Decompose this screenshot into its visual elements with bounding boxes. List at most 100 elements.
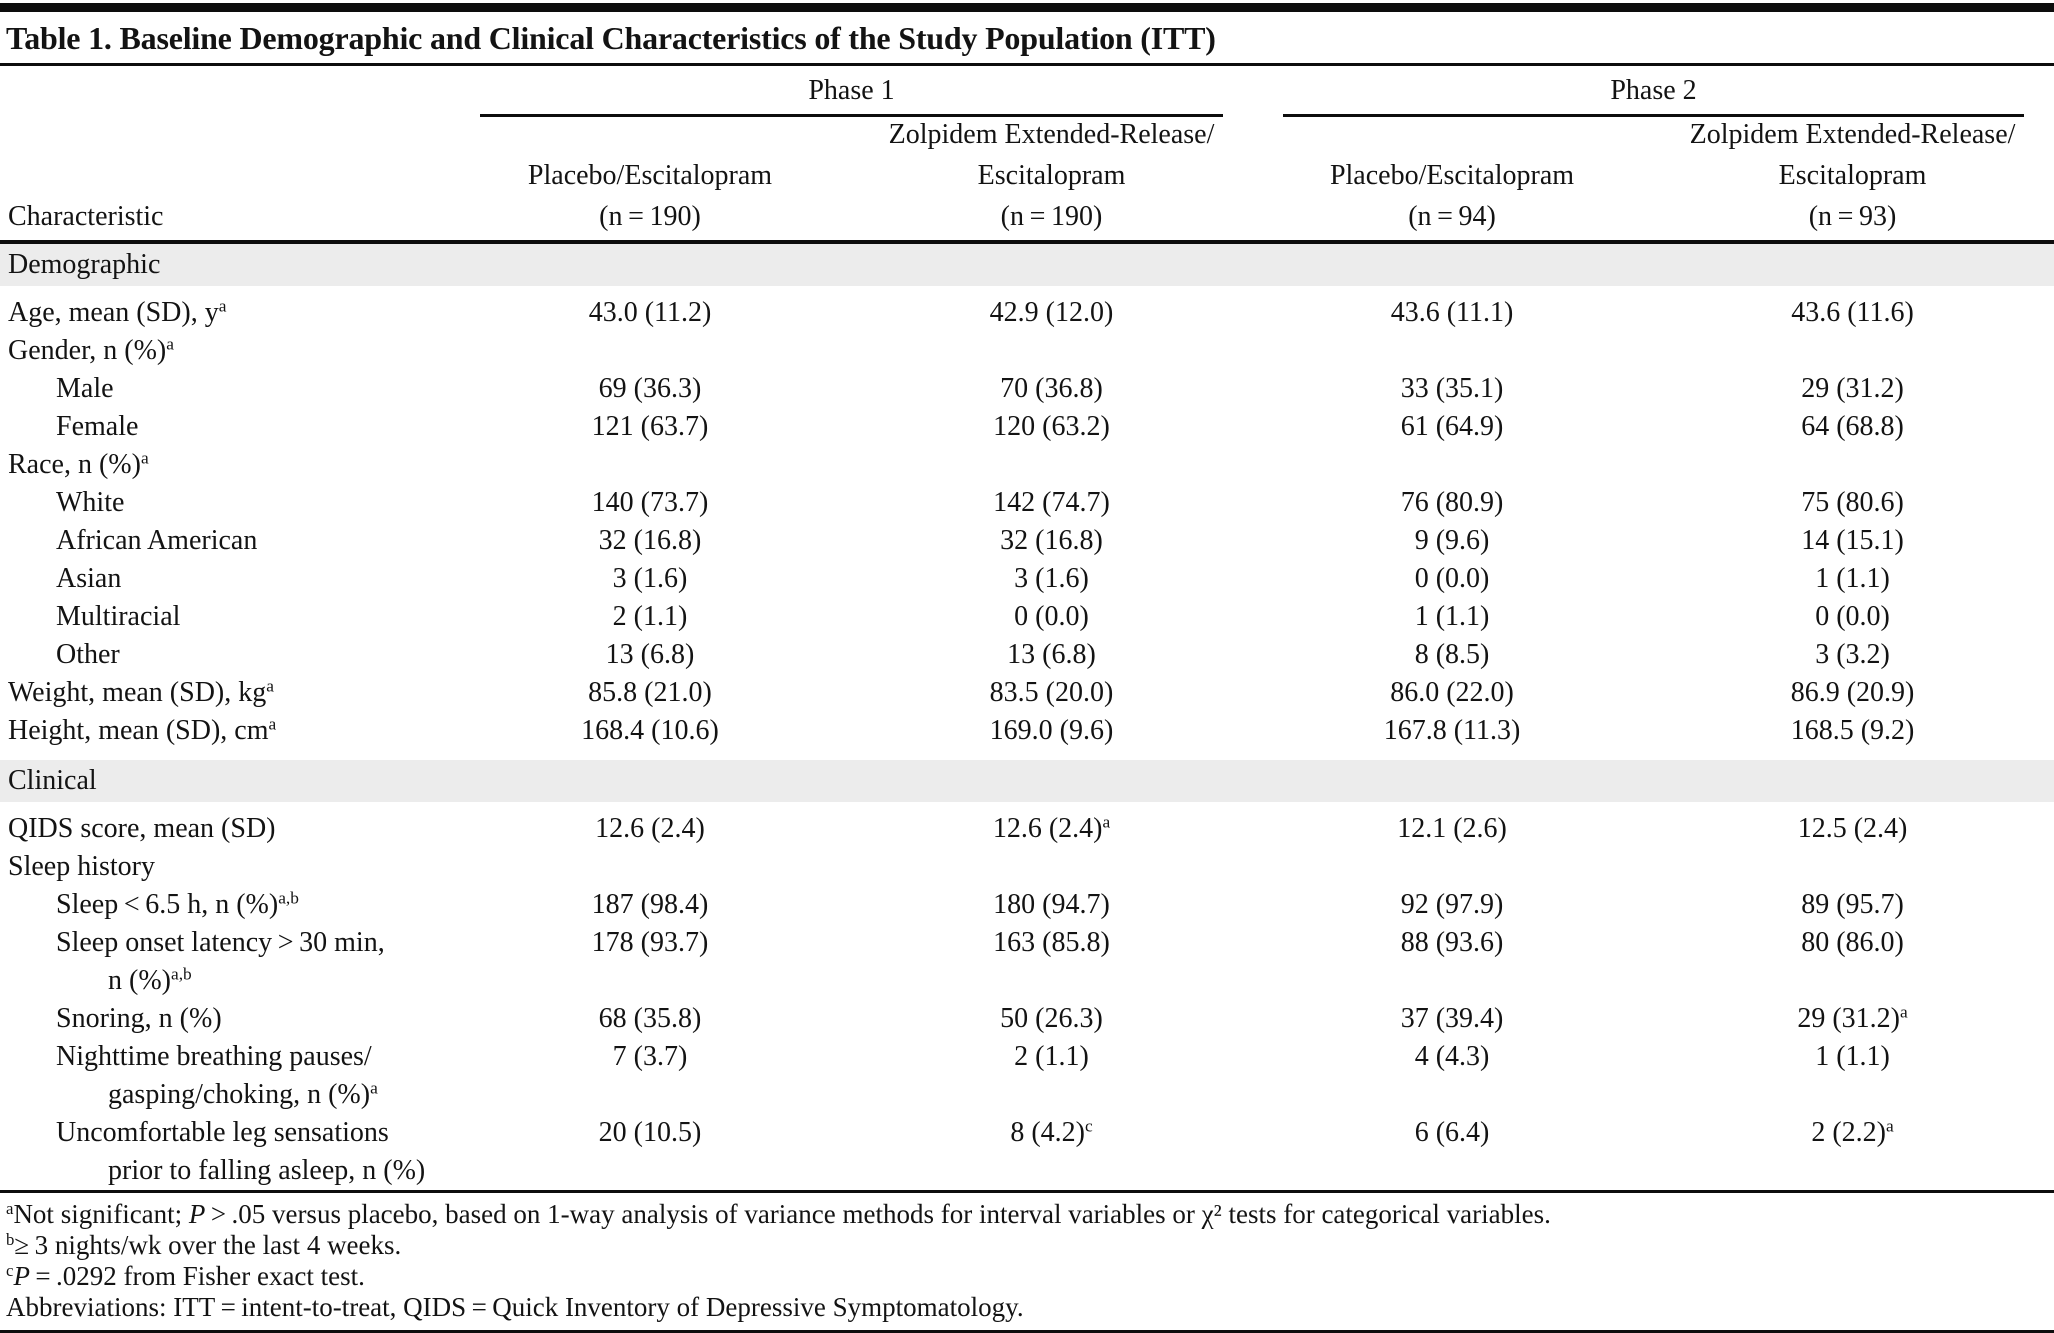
data-cell: 83.5 (20.0) [989, 677, 1114, 708]
footnote: Abbreviations: ITT = intent-to-treat, QI… [6, 1292, 1024, 1322]
data-cell: 3 (1.6) [612, 563, 688, 594]
data-cell: 32 (16.8) [598, 525, 702, 556]
row-label: Sleep onset latency > 30 min, n (%)a,b [56, 927, 385, 996]
table-row: Other 13 (6.8) 13 (6.8) 8 (8.5) 3 (3.2) [0, 636, 2054, 674]
data-cell: 6 (6.4) [1414, 1117, 1490, 1148]
section-label: Demographic [0, 244, 2054, 286]
footnote: cP = .0292 from Fisher exact test. [6, 1260, 365, 1291]
row-label: Weight, mean (SD), kga [8, 676, 274, 708]
row-label: Age, mean (SD), ya [8, 296, 227, 328]
characteristics-table: Phase 1 Phase 2 Characteristic Placebo/E… [0, 66, 2054, 1190]
data-cell: 8 (8.5) [1414, 639, 1490, 670]
table-header: Phase 1 Phase 2 Characteristic Placebo/E… [0, 66, 2054, 242]
data-cell [850, 446, 1253, 484]
table-row: Female 121 (63.7) 120 (63.2) 61 (64.9) 64 (6… [0, 408, 2054, 446]
row-label: African American [56, 525, 258, 556]
data-cell: 29 (31.2) [1801, 373, 1904, 404]
data-cell: 12.5 (2.4) [1797, 813, 1908, 844]
data-cell: 2 (1.1) [1014, 1041, 1089, 1072]
data-cell [1253, 848, 1651, 886]
data-cell: 2 (1.1) [612, 601, 688, 632]
data-cell [1651, 332, 2054, 370]
data-cell [1651, 446, 2054, 484]
data-cell: 0 (0.0) [1414, 563, 1490, 594]
table-row: Nighttime breathing pauses/gasping/choki… [0, 1038, 2054, 1114]
row-label: Asian [56, 563, 122, 594]
row-label: Height, mean (SD), cma [8, 714, 277, 746]
data-cell [850, 332, 1253, 370]
data-cell: 0 (0.0) [1014, 601, 1089, 632]
data-cell: 167.8 (11.3) [1383, 715, 1521, 746]
data-cell: 142 (74.7) [993, 487, 1110, 518]
data-cell: 1 (1.1) [1414, 601, 1490, 632]
table-row: Sleep < 6.5 h, n (%)a,b 187 (98.4) 180 (94… [0, 886, 2054, 924]
data-cell: 169.0 (9.6) [989, 715, 1114, 746]
table-row: White 140 (73.7) 142 (74.7) 76 (80.9) 75 (80… [0, 484, 2054, 522]
data-cell [450, 446, 850, 484]
data-cell: 20 (10.5) [598, 1117, 702, 1148]
row-label: Race, n (%)a [8, 448, 149, 480]
section-row: Clinical [0, 750, 2054, 810]
phase-header-row: Phase 1 Phase 2 [0, 66, 2054, 117]
column-header-zolpidem-phase2: Zolpidem Extended-Release/ Escitalopram … [1689, 119, 2016, 232]
data-cell [450, 848, 850, 886]
data-cell: 120 (63.2) [993, 411, 1110, 442]
data-cell: 180 (94.7) [993, 889, 1110, 920]
data-cell [1253, 332, 1651, 370]
table-row: African American 32 (16.8) 32 (16.8) 9 (9.6… [0, 522, 2054, 560]
phase-2-label: Phase 2 [1610, 75, 1697, 106]
column-header-row: Characteristic Placebo/Escitalopram (n =… [0, 117, 2054, 242]
data-cell: 187 (98.4) [591, 889, 709, 920]
data-cell: 168.4 (10.6) [581, 715, 719, 746]
phase-1-label: Phase 1 [808, 75, 895, 106]
characteristic-column-header: Characteristic [8, 201, 164, 232]
top-rule [0, 3, 2054, 12]
row-label: Sleep < 6.5 h, n (%)a,b [56, 888, 299, 920]
column-header-zolpidem-phase1: Zolpidem Extended-Release/ Escitalopram … [888, 119, 1215, 232]
data-cell: 12.6 (2.4) [595, 813, 705, 844]
table-row: Gender, n (%)a [0, 332, 2054, 370]
row-label: Female [56, 411, 139, 442]
data-cell: 37 (39.4) [1400, 1003, 1504, 1034]
table-row: Age, mean (SD), ya 43.0 (11.2) 42.9 (12.0)… [0, 294, 2054, 332]
data-cell: 32 (16.8) [1000, 525, 1103, 556]
data-cell [1651, 848, 2054, 886]
table-row: Multiracial 2 (1.1) 0 (0.0) 1 (1.1) 0 (0.0) [0, 598, 2054, 636]
table-row: QIDS score, mean (SD) 12.6 (2.4) 12.6 (2.4… [0, 810, 2054, 848]
data-cell: 29 (31.2)a [1797, 1002, 1908, 1034]
data-cell: 140 (73.7) [591, 487, 709, 518]
data-cell: 64 (68.8) [1801, 411, 1904, 442]
data-cell: 68 (35.8) [598, 1003, 702, 1034]
data-cell: 88 (93.6) [1400, 927, 1504, 958]
phase-2-group-header: Phase 2 [1253, 66, 2054, 117]
data-cell: 76 (80.9) [1400, 487, 1504, 518]
row-label: Nighttime breathing pauses/gasping/choki… [56, 1041, 378, 1110]
table-row: Sleep history [0, 848, 2054, 886]
table-row: Male 69 (36.3) 70 (36.8) 33 (35.1) 29 (31.2) [0, 370, 2054, 408]
data-cell: 69 (36.3) [598, 373, 702, 404]
data-cell: 86.9 (20.9) [1790, 677, 1915, 708]
data-cell: 61 (64.9) [1400, 411, 1504, 442]
data-cell [850, 848, 1253, 886]
data-cell: 43.0 (11.2) [588, 297, 712, 328]
data-cell: 2 (2.2)a [1811, 1116, 1894, 1148]
data-cell: 43.6 (11.1) [1390, 297, 1514, 328]
data-cell: 86.0 (22.0) [1390, 677, 1514, 708]
data-cell: 75 (80.6) [1801, 487, 1904, 518]
table-row: Sleep onset latency > 30 min, n (%)a,b 178… [0, 924, 2054, 1000]
table-title: Table 1. Baseline Demographic and Clinic… [0, 12, 2054, 66]
data-cell: 3 (3.2) [1815, 639, 1890, 670]
data-cell: 14 (15.1) [1801, 525, 1904, 556]
data-cell: 7 (3.7) [612, 1041, 688, 1072]
table-row: Weight, mean (SD), kga 85.8 (21.0) 83.5 (2… [0, 674, 2054, 712]
section-header: Clinical [0, 750, 2054, 810]
data-cell: 33 (35.1) [1400, 373, 1504, 404]
data-cell: 13 (6.8) [605, 639, 695, 670]
table-row: Race, n (%)a [0, 446, 2054, 484]
footnote: b≥ 3 nights/wk over the last 4 weeks. [6, 1229, 402, 1260]
data-cell: 168.5 (9.2) [1790, 715, 1915, 746]
row-label: QIDS score, mean (SD) [8, 813, 276, 844]
data-cell: 43.6 (11.6) [1791, 297, 1914, 328]
data-cell: 8 (4.2)c [1010, 1116, 1093, 1148]
